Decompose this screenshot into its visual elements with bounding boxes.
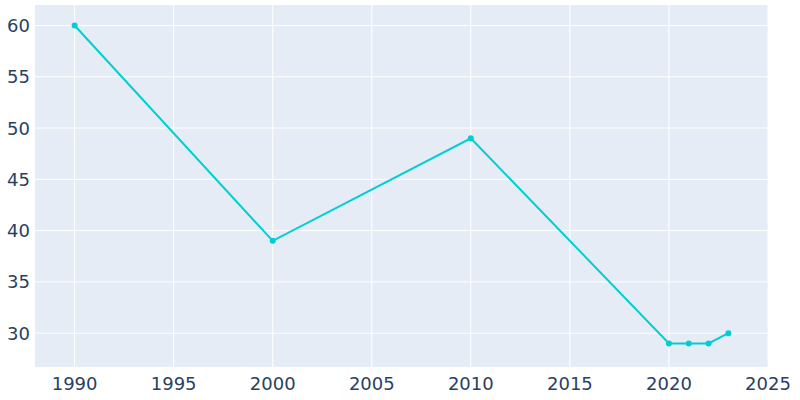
series-marker: [270, 238, 276, 244]
y-grid-line: [35, 281, 768, 282]
x-tick-label: 2005: [349, 373, 395, 394]
x-grid-line: [173, 5, 174, 367]
y-grid-line: [35, 25, 768, 26]
series-marker: [686, 340, 692, 346]
y-grid-line: [35, 128, 768, 129]
y-grid-line: [35, 76, 768, 77]
x-grid-line: [371, 5, 372, 367]
y-tick-label: 50: [7, 118, 30, 139]
series-line: [75, 26, 729, 344]
chart-root: 30 35 40 45 50 55 60 1990 1995 2000 2005 2010 2015 20…: [0, 0, 800, 400]
series-marker: [468, 135, 474, 141]
x-grid-line: [569, 5, 570, 367]
x-tick-label: 2020: [646, 373, 692, 394]
series-marker: [72, 23, 78, 29]
x-tick-label: 2000: [250, 373, 296, 394]
y-grid-line: [35, 179, 768, 180]
series-marker: [706, 340, 712, 346]
series-marker: [666, 340, 672, 346]
x-tick-label: 2010: [448, 373, 494, 394]
x-grid-line: [668, 5, 669, 367]
y-tick-label: 45: [7, 169, 30, 190]
y-tick-label: 55: [7, 66, 30, 87]
plot-background: [35, 5, 768, 367]
y-tick-label: 30: [7, 323, 30, 344]
y-tick-label: 40: [7, 220, 30, 241]
y-grid-line: [35, 230, 768, 231]
x-tick-label: 1995: [151, 373, 197, 394]
x-tick-label: 2015: [547, 373, 593, 394]
x-grid-line: [272, 5, 273, 367]
y-tick-label: 35: [7, 271, 30, 292]
y-tick-label: 60: [7, 15, 30, 36]
x-tick-label: 2025: [745, 373, 791, 394]
x-grid-line: [470, 5, 471, 367]
chart-svg: 30 35 40 45 50 55 60 1990 1995 2000 2005 2010 2015 20…: [0, 0, 800, 400]
x-grid-line: [74, 5, 75, 367]
x-grid-line: [768, 5, 769, 367]
series-marker: [725, 330, 731, 336]
x-tick-label: 1990: [52, 373, 98, 394]
data-group: [72, 23, 732, 347]
